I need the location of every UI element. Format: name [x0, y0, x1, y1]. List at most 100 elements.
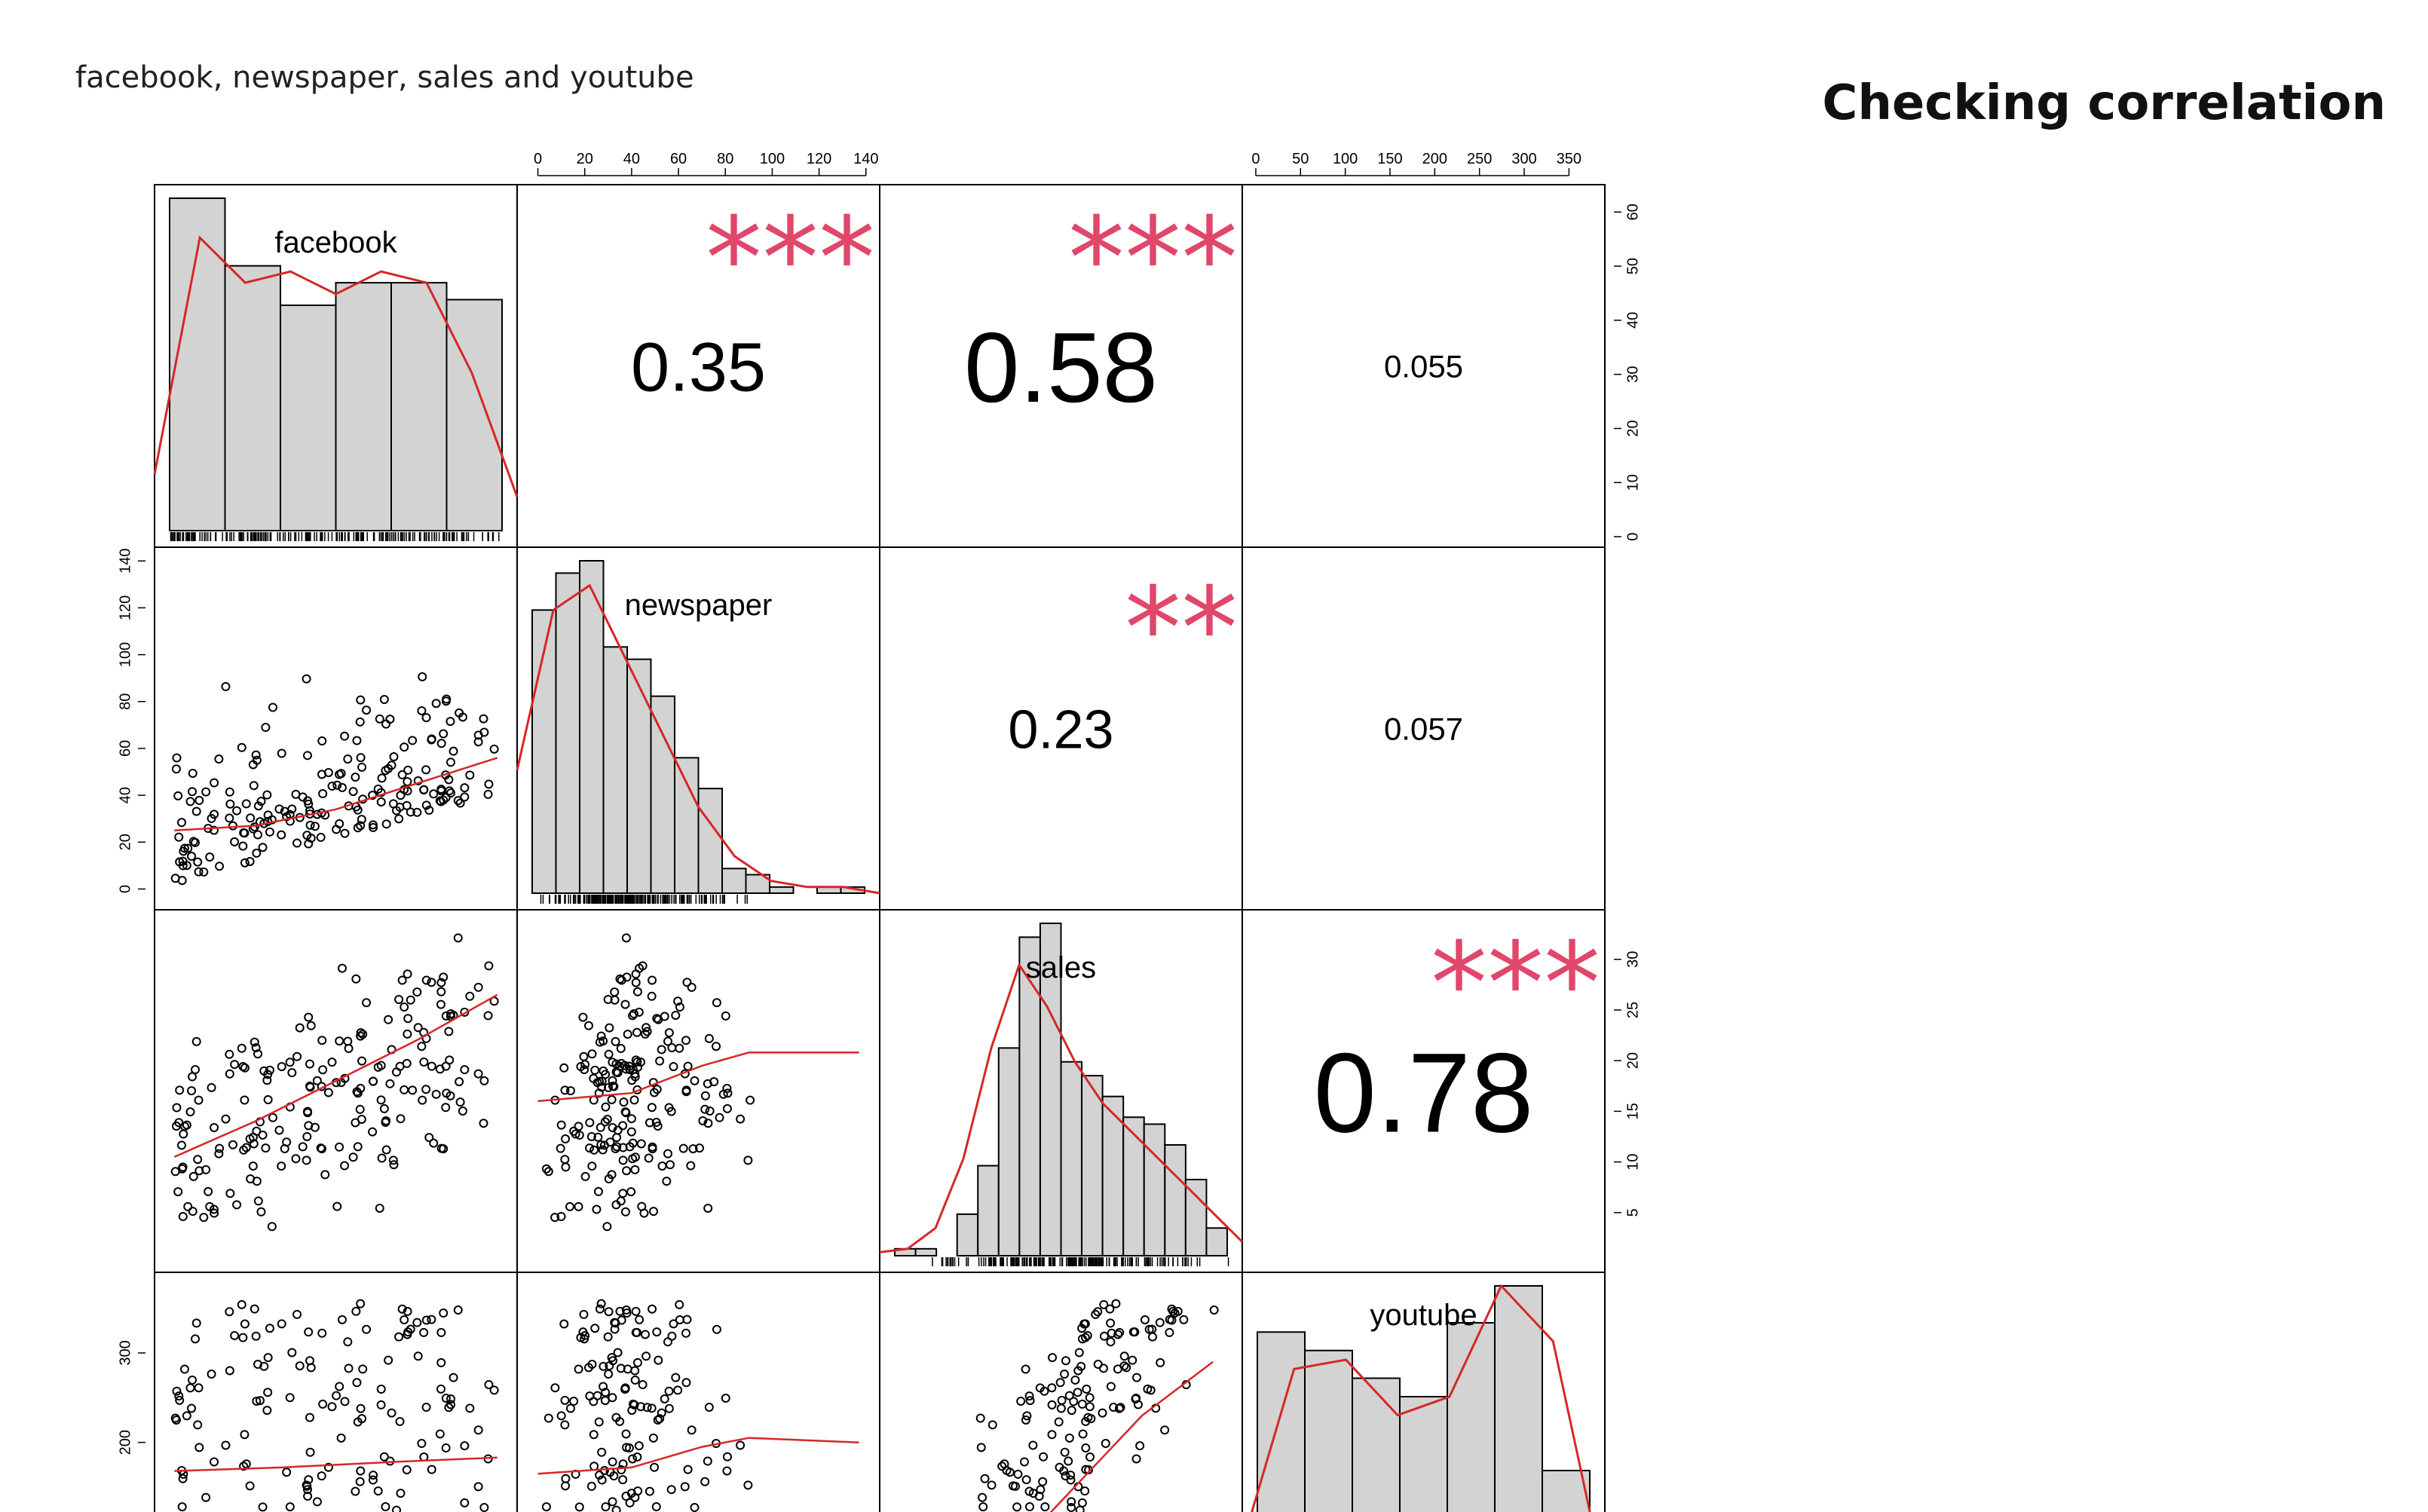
scatter-point-sales-vs-newspaper [667, 1043, 677, 1053]
scatter-point-youtube-vs-facebook [427, 1315, 436, 1324]
scatter-point-youtube-vs-facebook [170, 1413, 180, 1423]
scatter-point-sales-vs-newspaper [715, 1113, 724, 1122]
scatter-point-youtube-vs-newspaper [608, 1393, 617, 1403]
scatter-point-sales-vs-facebook [343, 1036, 353, 1046]
scatter-point-youtube-vs-sales [1122, 1363, 1131, 1373]
scatter-point-newspaper-vs-facebook [421, 765, 431, 775]
scatter-point-sales-vs-facebook [435, 1064, 445, 1074]
scatter-point-newspaper-vs-facebook [403, 776, 412, 786]
scatter-point-youtube-vs-facebook [201, 1492, 211, 1502]
scatter-point-newspaper-vs-facebook [274, 804, 284, 814]
scatter-point-sales-vs-facebook [267, 1222, 277, 1232]
scatter-point-youtube-vs-facebook [412, 1318, 422, 1327]
scatter-point-sales-vs-newspaper [556, 1143, 565, 1153]
scatter-point-newspaper-vs-facebook [310, 822, 320, 831]
scatter-point-youtube-vs-sales [1093, 1307, 1103, 1317]
scatter-point-newspaper-vs-facebook [336, 769, 346, 779]
scatter-point-youtube-vs-newspaper [648, 1304, 657, 1314]
scatter-point-youtube-vs-facebook [436, 1384, 445, 1394]
axis-left-newspaper-label: 140 [117, 549, 133, 574]
scatter-point-sales-vs-newspaper [593, 1132, 603, 1142]
scatter-point-newspaper-vs-facebook [277, 830, 286, 840]
histogram-bar-facebook-4 [390, 282, 448, 531]
scatter-point-sales-vs-newspaper [636, 1139, 646, 1149]
scatter-point-sales-vs-newspaper [690, 1076, 700, 1085]
scatter-point-youtube-vs-facebook [368, 1475, 378, 1485]
histogram-bar-sales-1 [914, 1247, 938, 1256]
scatter-point-newspaper-vs-facebook [241, 799, 251, 809]
scatter-point-sales-vs-facebook [460, 1065, 470, 1075]
scatter-point-newspaper-vs-facebook [436, 739, 446, 748]
scatter-point-sales-vs-newspaper [590, 1065, 600, 1075]
scatter-point-sales-vs-newspaper [675, 1002, 684, 1012]
scatter-point-sales-vs-facebook [306, 1021, 316, 1030]
scatter-point-youtube-vs-newspaper [605, 1361, 614, 1371]
correlation-value-newspaper-sales: 0.23 [1008, 699, 1113, 760]
scatter-point-youtube-vs-newspaper [703, 1456, 712, 1466]
scatter-point-sales-vs-facebook [406, 995, 415, 1005]
panel-frame-sales-newspaper [516, 909, 880, 1273]
subtitle: facebook, newspaper, sales and youtube [75, 60, 694, 95]
scatter-point-sales-vs-newspaper [601, 1102, 611, 1112]
scatter-point-youtube-vs-facebook [355, 1477, 365, 1486]
scatter-point-sales-vs-facebook [240, 1063, 250, 1073]
smoother-line-youtube_vs_newspaper [537, 1437, 859, 1475]
scatter-point-youtube-vs-sales [1028, 1440, 1038, 1450]
scatter-point-sales-vs-newspaper [652, 1085, 662, 1094]
scatter-point-sales-vs-facebook [251, 1043, 261, 1053]
scatter-point-newspaper-vs-facebook [317, 736, 327, 745]
scatter-point-newspaper-vs-facebook [406, 807, 415, 817]
scatter-point-youtube-vs-facebook [179, 1364, 189, 1374]
scatter-point-newspaper-vs-facebook [240, 858, 250, 868]
scatter-point-youtube-vs-facebook [439, 1308, 449, 1318]
scatter-point-youtube-vs-newspaper [675, 1315, 684, 1324]
scatter-point-newspaper-vs-facebook [191, 807, 201, 816]
scatter-point-sales-vs-facebook [179, 1129, 188, 1139]
scatter-point-youtube-vs-facebook [413, 1351, 423, 1361]
scatter-point-youtube-vs-newspaper [541, 1502, 551, 1512]
scatter-point-sales-vs-newspaper [642, 1027, 652, 1036]
scatter-point-youtube-vs-sales [1098, 1364, 1108, 1373]
scatter-point-sales-vs-newspaper [660, 1012, 669, 1021]
scatter-point-newspaper-vs-facebook [473, 730, 483, 740]
histogram-bar-facebook-2 [280, 305, 337, 531]
scatter-point-sales-vs-newspaper [637, 1201, 647, 1211]
scatter-point-newspaper-vs-facebook [230, 837, 240, 846]
scatter-point-youtube-vs-sales [1099, 1299, 1109, 1309]
scatter-point-youtube-vs-sales [975, 1413, 985, 1423]
scatter-point-newspaper-vs-facebook [171, 764, 181, 774]
scatter-point-sales-vs-facebook [323, 1088, 333, 1097]
scatter-point-newspaper-vs-facebook [348, 787, 358, 797]
scatter-point-sales-vs-facebook [337, 963, 347, 973]
scatter-point-youtube-vs-sales [1119, 1351, 1129, 1361]
scatter-point-youtube-vs-sales [1135, 1441, 1145, 1451]
scatter-point-youtube-vs-sales [976, 1443, 986, 1452]
scatter-point-sales-vs-newspaper [602, 1222, 612, 1232]
scatter-point-youtube-vs-newspaper [556, 1411, 566, 1421]
scatter-point-newspaper-vs-facebook [277, 748, 286, 758]
scatter-point-youtube-vs-newspaper [681, 1378, 691, 1388]
scatter-point-sales-vs-newspaper [695, 1143, 705, 1153]
scatter-point-sales-vs-facebook [483, 1011, 493, 1021]
scatter-point-youtube-vs-sales [1085, 1402, 1095, 1412]
scatter-point-youtube-vs-newspaper [704, 1403, 714, 1413]
scatter-point-sales-vs-facebook [303, 1108, 313, 1118]
scatter-point-youtube-vs-sales [1025, 1396, 1035, 1406]
scatter-point-newspaper-vs-facebook [352, 736, 362, 745]
scatter-point-youtube-vs-newspaper [690, 1503, 700, 1512]
scatter-point-sales-vs-newspaper [585, 1143, 595, 1153]
significance-stars-facebook-sales: *** [1068, 194, 1238, 325]
scatter-point-newspaper-vs-facebook [317, 770, 327, 779]
page-heading: Checking correlation [1822, 75, 2386, 131]
scatter-point-sales-vs-newspaper [631, 978, 641, 987]
smoother-line-sales_vs_facebook [173, 993, 498, 1158]
scatter-point-sales-vs-facebook [175, 1085, 185, 1095]
histogram-bar-sales-14 [1184, 1178, 1208, 1256]
scatter-point-newspaper-vs-facebook [419, 785, 429, 794]
scatter-point-youtube-vs-sales [1060, 1447, 1070, 1457]
scatter-point-sales-vs-facebook [379, 1103, 389, 1113]
scatter-point-sales-vs-facebook [304, 1012, 314, 1022]
scatter-point-newspaper-vs-facebook [232, 806, 242, 816]
scatter-point-sales-vs-facebook [174, 1118, 184, 1128]
scatter-point-newspaper-vs-facebook [316, 832, 326, 842]
